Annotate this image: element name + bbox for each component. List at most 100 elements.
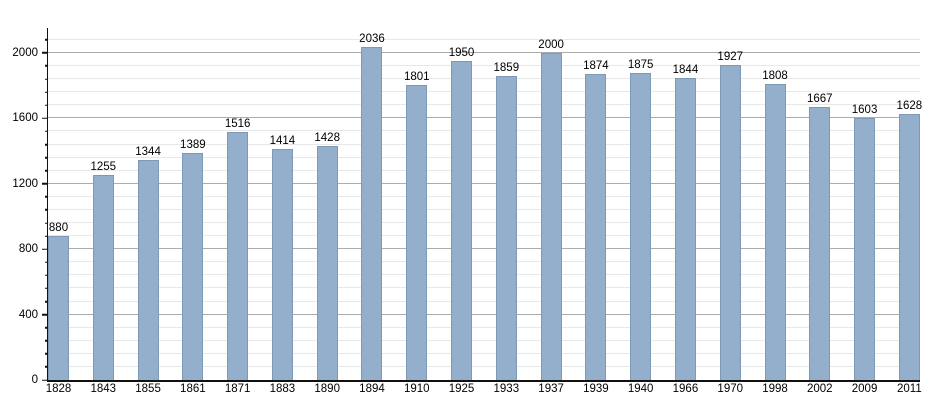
x-tick-label-2011: 2011	[896, 383, 922, 395]
bar-rect-1937	[540, 52, 562, 380]
major-tick-1200	[42, 183, 48, 185]
y-tick-label-400: 400	[18, 308, 38, 321]
bar-value-label-1937: 2000	[538, 38, 564, 51]
bar-value-label-1894: 2036	[359, 33, 385, 46]
bar-1894: 2036	[359, 33, 385, 380]
minor-gridline-160	[48, 352, 920, 354]
bar-2009: 1603	[852, 104, 877, 380]
bar-1937: 2000	[538, 39, 564, 380]
bar-1966: 1844	[673, 64, 698, 380]
bar-1855: 1344	[135, 146, 161, 380]
major-gridline-800	[48, 248, 920, 250]
minor-gridline-1760	[48, 91, 920, 93]
bars-container: 880 1255 1344 1389 1516 1414 1428 2036 1801 1950 1…	[48, 30, 922, 380]
x-label-cell-1940: 1940	[628, 383, 654, 396]
x-tick-label-1871: 1871	[224, 383, 251, 395]
major-gridline-1200	[48, 182, 920, 184]
minor-gridline-1360	[48, 156, 920, 158]
bar-value-label-1861: 1389	[180, 138, 206, 151]
x-tick-label-1939: 1939	[583, 383, 609, 395]
x-tick-label-1855: 1855	[135, 383, 161, 395]
x-tick-label-1890: 1890	[314, 383, 340, 395]
bar-rect-1933	[495, 75, 517, 380]
bar-rect-1998	[764, 84, 786, 380]
x-tick-label-2002: 2002	[806, 383, 833, 395]
x-tick-label-1925: 1925	[448, 383, 475, 395]
bar-value-label-1828: 880	[48, 222, 69, 235]
bar-value-label-1843: 1255	[90, 160, 117, 173]
bar-1828: 880	[48, 222, 69, 380]
x-label-cell-1828: 1828	[45, 383, 72, 396]
x-label-cell-1855: 1855	[135, 383, 161, 396]
major-tick-400	[42, 313, 48, 316]
x-tick-label-1933: 1933	[493, 383, 520, 395]
bar-1871: 1516	[225, 118, 250, 380]
x-label-cell-1910: 1910	[403, 383, 430, 396]
major-tick-800	[42, 248, 48, 250]
y-tick-label-1200: 1200	[12, 177, 38, 190]
y-tick-label-1600: 1600	[12, 112, 38, 125]
bar-1939: 1874	[583, 60, 609, 380]
bar-1910: 1801	[404, 71, 430, 380]
x-tick-label-1937: 1937	[538, 383, 564, 395]
x-tick-label-1843: 1843	[90, 383, 117, 395]
x-tick-label-1970: 1970	[717, 383, 744, 395]
minor-gridline-1040	[48, 208, 920, 210]
bar-rect-1940	[630, 73, 652, 380]
x-label-cell-1937: 1937	[538, 383, 564, 396]
minor-gridline-320	[48, 326, 920, 328]
bar-rect-1855	[137, 160, 159, 380]
minor-gridline-960	[48, 222, 920, 223]
bar-rect-1861	[182, 152, 204, 380]
bar-1890: 1428	[314, 132, 340, 380]
x-tick-label-1894: 1894	[359, 383, 385, 395]
x-tick-label-1910: 1910	[403, 383, 430, 395]
x-label-cell-1933: 1933	[493, 383, 520, 396]
y-tick-label-0: 0	[31, 374, 38, 386]
x-tick-label-1966: 1966	[672, 383, 699, 395]
bar-rect-1939	[585, 73, 607, 380]
bar-value-label-2009: 1603	[851, 103, 878, 116]
y-tick-label-800: 800	[18, 243, 38, 256]
bar-rect-2002	[809, 107, 831, 380]
x-label-cell-1871: 1871	[224, 383, 251, 396]
bar-rect-1828	[48, 236, 69, 380]
minor-gridline-1840	[48, 78, 920, 80]
x-tick-label-1828: 1828	[45, 383, 72, 395]
minor-gridline-1280	[48, 169, 920, 171]
minor-gridline-1440	[48, 143, 920, 145]
y-tick-label-2000: 2000	[12, 46, 38, 59]
x-axis-labels: 1828 1843 1855 1861 1871 1883 1890 1894 1910 1925…	[45, 383, 922, 396]
minor-gridline-1920	[48, 64, 920, 66]
x-label-cell-1925: 1925	[448, 383, 475, 396]
x-tick-label-1998: 1998	[762, 383, 788, 395]
major-gridline-1600	[48, 117, 920, 119]
plot-area: 880 1255 1344 1389 1516 1414 1428 2036 1801 1950 1…	[46, 28, 922, 382]
minor-gridline-560	[48, 287, 920, 289]
bar-value-label-1939: 1874	[583, 59, 609, 72]
minor-gridline-880	[48, 235, 920, 237]
minor-gridline-1520	[48, 130, 920, 132]
bar-value-label-1970: 1927	[717, 50, 744, 63]
bar-1970: 1927	[717, 51, 743, 380]
bar-1925: 1950	[449, 47, 474, 380]
bar-2002: 1667	[807, 93, 833, 380]
x-label-cell-1998: 1998	[762, 383, 788, 396]
major-tick-1600	[42, 117, 48, 120]
minor-gridline-2080	[48, 38, 920, 40]
bar-1861: 1389	[180, 139, 206, 380]
y-axis-gutter: 0 400 800 1200 1600 2000	[0, 30, 48, 386]
y-axis-line	[46, 28, 48, 380]
bar-2011: 1628	[897, 100, 922, 380]
bar-rect-1966	[674, 78, 696, 380]
x-label-cell-1939: 1939	[583, 383, 609, 396]
x-label-cell-1890: 1890	[314, 383, 340, 396]
minor-gridline-480	[48, 300, 920, 302]
bar-1883: 1414	[270, 135, 295, 380]
bar-value-label-2002: 1667	[806, 93, 833, 106]
x-label-cell-1894: 1894	[359, 383, 385, 396]
x-label-cell-1843: 1843	[90, 383, 117, 396]
bar-value-label-1966: 1844	[672, 64, 699, 77]
bar-value-label-1940: 1875	[627, 59, 654, 72]
bar-rect-1890	[316, 146, 338, 380]
